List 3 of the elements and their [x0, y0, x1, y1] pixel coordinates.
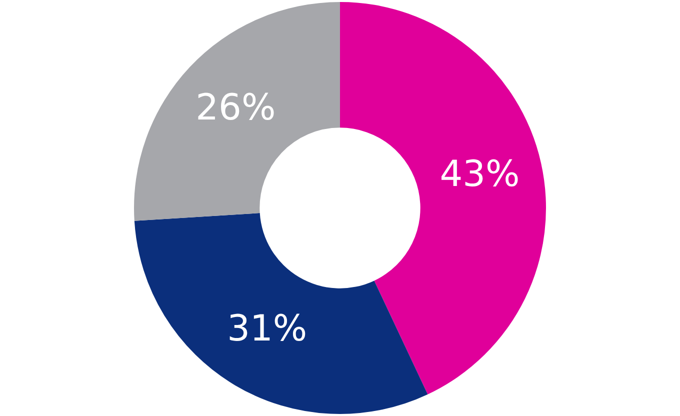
data-label: 31% — [227, 308, 308, 350]
data-label: 26% — [196, 87, 276, 128]
data-label: 43% — [440, 154, 520, 196]
